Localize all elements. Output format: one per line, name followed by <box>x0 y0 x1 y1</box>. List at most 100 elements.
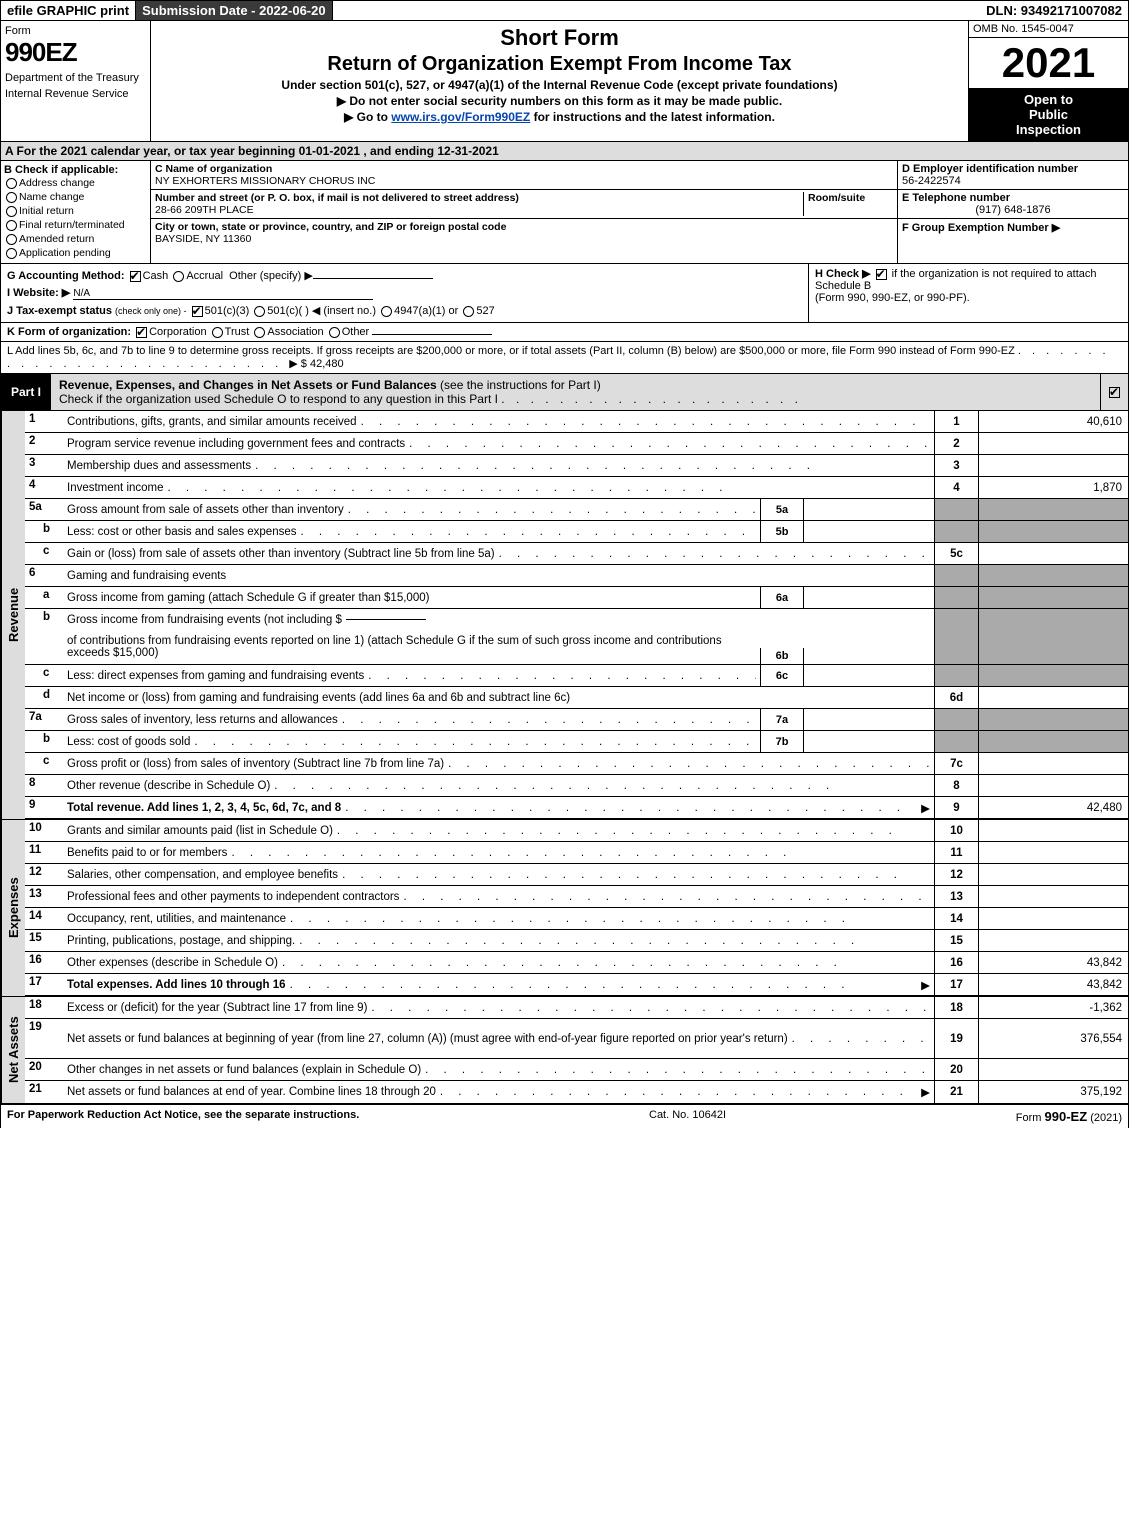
i-label: I Website: ▶ <box>7 287 70 299</box>
line-18-num: 18 <box>25 997 63 1018</box>
line-6a-sv <box>804 587 934 608</box>
line-5c-val <box>978 543 1128 564</box>
k-label: K Form of organization: <box>7 326 131 338</box>
l-text: L Add lines 5b, 6c, and 7b to line 9 to … <box>7 345 1015 357</box>
line-6b-amount-input[interactable] <box>346 619 426 620</box>
h-text1: H Check ▶ <box>815 268 871 280</box>
footer-right-form: 990-EZ <box>1045 1109 1088 1124</box>
line-10-num: 10 <box>25 820 63 841</box>
line-5b-val <box>978 521 1128 542</box>
line-6b-sb: 6b <box>760 648 804 664</box>
line-11-num: 11 <box>25 842 63 863</box>
chk-initial-return[interactable]: Initial return <box>4 204 147 218</box>
line-13-val <box>978 886 1128 907</box>
inspect-3: Inspection <box>971 122 1126 137</box>
line-7c-rn: 7c <box>934 753 978 774</box>
chk-amended-return[interactable]: Amended return <box>4 232 147 246</box>
top-bar: efile GRAPHIC print Submission Date - 20… <box>0 0 1129 21</box>
line-6-desc: Gaming and fundraising events <box>67 570 226 582</box>
chk-application-pending[interactable]: Application pending <box>4 246 147 260</box>
chk-corporation[interactable] <box>136 327 147 338</box>
ein: 56-2422574 <box>902 175 961 187</box>
line-6d: d Net income or (loss) from gaming and f… <box>25 687 1128 709</box>
line-19-num: 19 <box>25 1019 63 1058</box>
line-3-rn: 3 <box>934 455 978 476</box>
irs-link[interactable]: www.irs.gov/Form990EZ <box>391 110 530 124</box>
line-12-desc: Salaries, other compensation, and employ… <box>67 869 338 881</box>
opt-4947: 4947(a)(1) or <box>394 305 458 317</box>
chk-cash[interactable] <box>130 271 141 282</box>
line-j: J Tax-exempt status (check only one) - 5… <box>7 302 802 319</box>
chk-trust[interactable] <box>212 327 223 338</box>
chk-final-return[interactable]: Final return/terminated <box>4 218 147 232</box>
chk-association[interactable] <box>254 327 265 338</box>
form-word: Form <box>5 25 146 37</box>
line-7b-sb: 7b <box>760 731 804 752</box>
chk-address-change[interactable]: Address change <box>4 176 147 190</box>
chk-name-change[interactable]: Name change <box>4 190 147 204</box>
line-3-num: 3 <box>25 455 63 476</box>
opt-501c: 501(c)( ) ◀ (insert no.) <box>267 305 376 317</box>
chk-other-org[interactable] <box>329 327 340 338</box>
chk-501c3[interactable] <box>192 306 203 317</box>
line-12: 12 Salaries, other compensation, and emp… <box>25 864 1128 886</box>
line-6a-sb: 6a <box>760 587 804 608</box>
line-12-rn: 12 <box>934 864 978 885</box>
line-8-val <box>978 775 1128 796</box>
line-g: G Accounting Method: Cash Accrual Other … <box>7 267 802 284</box>
line-18-rn: 18 <box>934 997 978 1018</box>
line-21-num: 21 <box>25 1081 63 1103</box>
dln: DLN: 93492171007082 <box>980 1 1128 20</box>
line-21-val: 375,192 <box>978 1081 1128 1103</box>
other-org-input[interactable] <box>372 334 492 335</box>
chk-h[interactable] <box>876 269 887 280</box>
line-16-num: 16 <box>25 952 63 973</box>
line-6d-num: d <box>25 687 63 708</box>
line-6b: b Gross income from fundraising events (… <box>25 609 1128 665</box>
col-b-header: B Check if applicable: <box>4 164 147 176</box>
note2-post: for instructions and the latest informat… <box>530 110 775 124</box>
note-ssn: ▶ Do not enter social security numbers o… <box>337 94 782 108</box>
line-14: 14 Occupancy, rent, utilities, and maint… <box>25 908 1128 930</box>
line-6d-rn: 6d <box>934 687 978 708</box>
line-15-rn: 15 <box>934 930 978 951</box>
line-5b: b Less: cost or other basis and sales ex… <box>25 521 1128 543</box>
chk-4947[interactable] <box>381 306 392 317</box>
line-19: 19 Net assets or fund balances at beginn… <box>25 1019 1128 1059</box>
line-4-num: 4 <box>25 477 63 498</box>
efile-label[interactable]: efile GRAPHIC print <box>1 1 136 20</box>
chk-accrual[interactable] <box>173 271 184 282</box>
c-street-label: Number and street (or P. O. box, if mail… <box>155 192 519 204</box>
chk-501c[interactable] <box>254 306 265 317</box>
chk-527[interactable] <box>463 306 474 317</box>
line-17-val: 43,842 <box>978 974 1128 995</box>
other-specify-input[interactable] <box>313 278 433 279</box>
line-20: 20 Other changes in net assets or fund b… <box>25 1059 1128 1081</box>
opt-527: 527 <box>476 305 494 317</box>
h-text3: (Form 990, 990-EZ, or 990-PF). <box>815 292 970 304</box>
line-7a-sb: 7a <box>760 709 804 730</box>
j-small: (check only one) - <box>115 306 187 316</box>
line-6: 6 Gaming and fundraising events <box>25 565 1128 587</box>
line-5a-num: 5a <box>25 499 63 520</box>
line-11: 11 Benefits paid to or for members . . .… <box>25 842 1128 864</box>
line-16-val: 43,842 <box>978 952 1128 973</box>
line-11-rn: 11 <box>934 842 978 863</box>
line-6a-val <box>978 587 1128 608</box>
opt-corporation: Corporation <box>149 326 206 338</box>
line-9-rn: 9 <box>934 797 978 818</box>
line-6a-num: a <box>25 587 63 608</box>
footer-center: Cat. No. 10642I <box>359 1109 1015 1124</box>
opt-501c3: 501(c)(3) <box>205 305 250 317</box>
irs-label: Internal Revenue Service <box>5 84 146 100</box>
line-2-desc: Program service revenue including govern… <box>67 438 405 450</box>
line-21-desc: Net assets or fund balances at end of ye… <box>67 1086 436 1098</box>
line-16-desc: Other expenses (describe in Schedule O) <box>67 957 278 969</box>
line-7a-num: 7a <box>25 709 63 730</box>
line-13-rn: 13 <box>934 886 978 907</box>
chk-schedule-o[interactable] <box>1109 387 1120 398</box>
line-7a-desc: Gross sales of inventory, less returns a… <box>67 714 338 726</box>
line-18-desc: Excess or (deficit) for the year (Subtra… <box>67 1002 367 1014</box>
line-5b-desc: Less: cost or other basis and sales expe… <box>67 526 297 538</box>
line-6-num: 6 <box>25 565 63 586</box>
